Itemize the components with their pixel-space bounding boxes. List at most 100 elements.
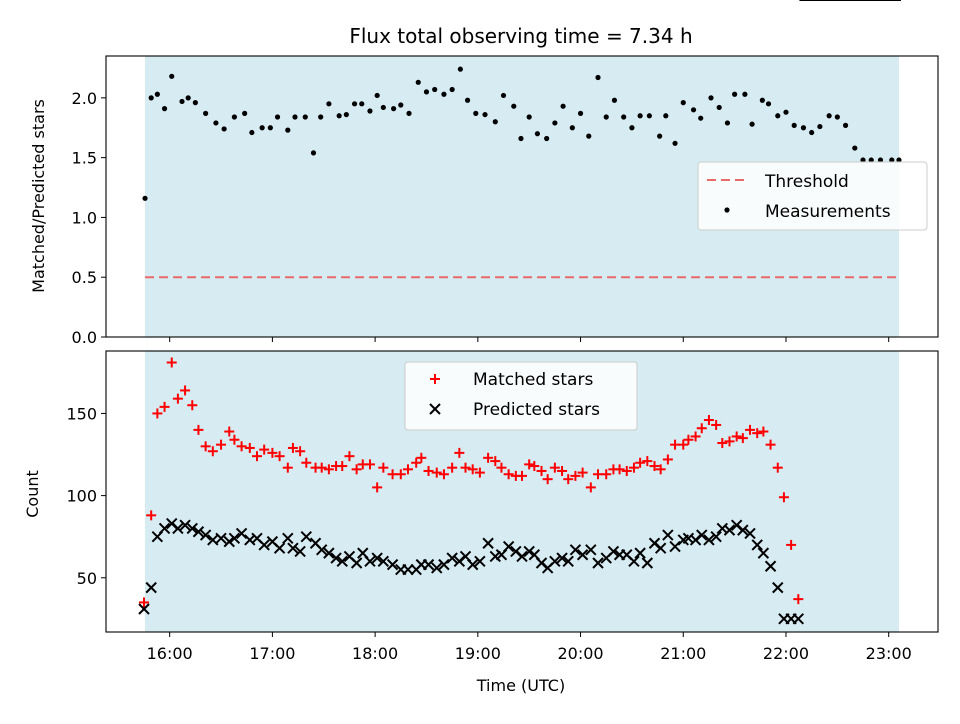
predicted-point [607, 545, 620, 558]
predicted-point [569, 544, 582, 556]
predicted-point [422, 558, 435, 571]
matched-point [236, 441, 247, 452]
matched-point [187, 400, 198, 411]
measurement-point [285, 127, 291, 133]
measurement-point [663, 113, 669, 119]
matched-point [678, 439, 689, 450]
measurement-point [708, 95, 714, 101]
predicted-point [585, 544, 597, 556]
predicted-point [438, 558, 450, 571]
bottom-x-ticks: 16:00 17:00 18:00 19:00 20:00 21:00 22:00 23:00 [147, 632, 912, 663]
matched-point [447, 462, 458, 473]
matched-point [628, 462, 639, 473]
measurement-point [775, 113, 781, 119]
measurement-point [698, 115, 704, 121]
predicted-point [628, 555, 640, 568]
measurement-point [179, 98, 185, 105]
matched-point [703, 415, 714, 426]
top-axes-frame [105, 55, 939, 338]
predicted-point [446, 552, 458, 564]
measurement-point [359, 101, 365, 107]
measurement-point [192, 100, 198, 106]
measurement-point [637, 113, 643, 119]
predicted-point [228, 532, 241, 545]
matched-point [483, 452, 494, 463]
bottom-y-axis-label: Count [23, 470, 42, 518]
matched-point [267, 447, 278, 458]
matched-point [772, 462, 783, 473]
measurement-point [367, 108, 373, 114]
predicted-point [576, 549, 589, 561]
matched-point [474, 467, 485, 478]
measurement-point [603, 114, 609, 120]
matched-point [724, 436, 735, 447]
predicted-point [199, 529, 212, 541]
matched-point [152, 408, 163, 419]
measurement-point [142, 195, 148, 201]
measurement-point [817, 123, 823, 130]
predicted-point [371, 552, 383, 564]
measurement-point [326, 101, 332, 107]
matched-point [529, 461, 540, 472]
predicted-point [402, 563, 414, 576]
x-tick-label: 18:00 [352, 644, 398, 663]
top-panel: 0.00.51.01.52.0 Matched/Predicted stars … [29, 55, 939, 347]
matched-point [635, 457, 646, 468]
predicted-point [323, 547, 335, 559]
measurement-point [868, 157, 874, 163]
measurement-point [569, 125, 575, 131]
measurement-point [680, 100, 686, 106]
measurement-point [343, 111, 349, 118]
measurement-point [457, 66, 463, 72]
top-y-axis-label: Matched/Predicted stars [29, 99, 48, 293]
x-tick-label: 21:00 [660, 644, 706, 663]
predicted-point [294, 545, 306, 558]
matched-point [316, 462, 327, 473]
predicted-point [562, 555, 574, 568]
top-y-tick-label: 0.0 [72, 328, 97, 347]
matched-point [431, 467, 442, 478]
measurement-point [242, 110, 248, 116]
predicted-point [145, 581, 157, 594]
matched-point [649, 461, 660, 472]
matched-point [786, 539, 797, 550]
measurement-point [657, 133, 663, 139]
measurement-point [380, 104, 386, 111]
matched-point [378, 462, 389, 473]
matched-point [577, 467, 588, 478]
x-axis-label: Time (UTC) [476, 676, 565, 695]
chart-title: Flux total observing time = 7.34 h [349, 24, 692, 48]
matched-point [563, 474, 574, 485]
measurement-point [473, 110, 479, 116]
measurement-point [274, 114, 281, 120]
matched-point [524, 459, 535, 470]
predicted-point [792, 613, 805, 625]
bottom-panel: 50 100 150 16:00 17:00 18:00 19:00 20:00 21:00 2… [23, 0, 939, 695]
predicted-point [215, 532, 227, 545]
matched-point [287, 442, 298, 453]
predicted-point [386, 558, 399, 571]
measurement-point [441, 91, 447, 97]
matched-point [351, 464, 362, 475]
matched-point [200, 441, 211, 452]
matched-point [570, 470, 581, 481]
measurement-point [161, 106, 168, 112]
legend-threshold-label: Threshold [764, 172, 849, 192]
matched-point [549, 462, 560, 473]
measurement-point [621, 114, 627, 120]
x-tick-label: 16:00 [147, 644, 193, 663]
predicted-point [592, 557, 604, 569]
predicted-point [482, 537, 494, 549]
measurement-point [449, 86, 455, 93]
measurement-point [716, 104, 722, 111]
x-tick-label: 19:00 [455, 644, 501, 663]
matched-point [536, 465, 547, 476]
measurement-point [482, 111, 488, 118]
matched-point [337, 461, 348, 472]
measurement-point [203, 110, 209, 116]
measurement-point [889, 157, 895, 163]
bottom-y-tick-label: 50 [77, 569, 97, 588]
measurement-point [629, 125, 635, 131]
top-y-tick-label: 1.5 [72, 149, 97, 168]
